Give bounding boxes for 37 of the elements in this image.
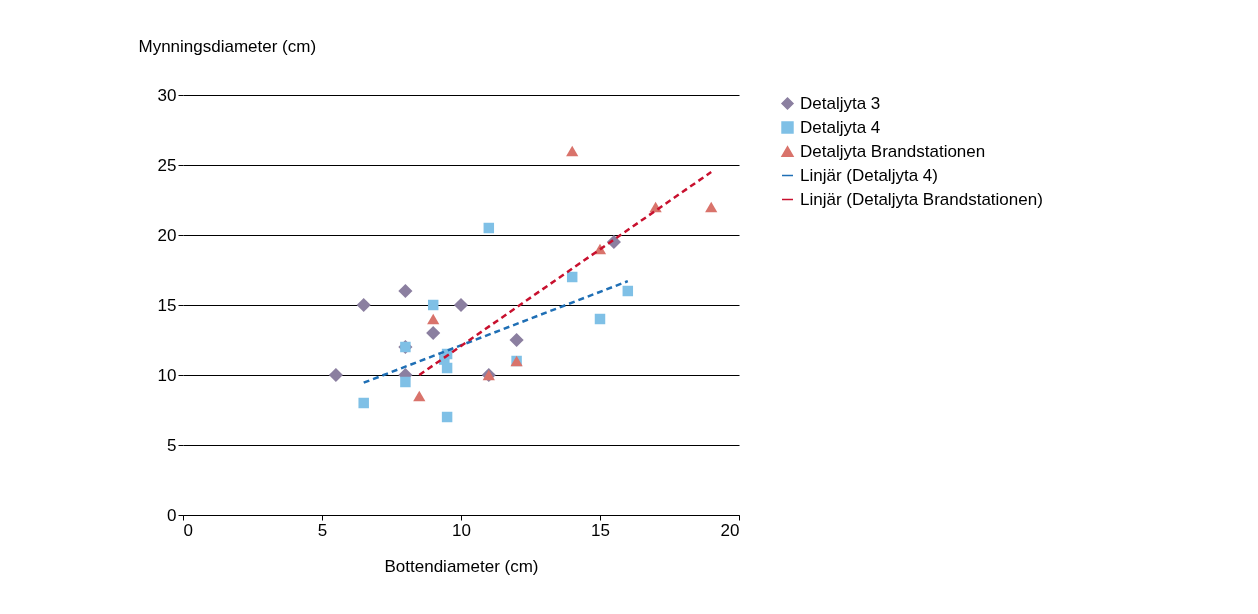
point — [594, 313, 606, 325]
y-tick-label: 20 — [157, 225, 177, 245]
point — [453, 297, 469, 313]
y-tick-label: 10 — [157, 365, 177, 385]
point — [566, 145, 579, 157]
y-tick-label: 0 — [167, 505, 177, 525]
legend-label: Linjär (Detaljyta 4) — [800, 165, 938, 185]
x-tick-label: 0 — [183, 520, 193, 540]
point — [483, 222, 495, 234]
point — [328, 367, 343, 383]
point — [400, 376, 411, 388]
x-axis-title: Bottendiameter (cm) — [384, 556, 539, 576]
point — [356, 297, 371, 313]
y-tick-label: 30 — [157, 85, 177, 105]
point — [441, 362, 453, 374]
y-tick-label: 25 — [157, 155, 177, 175]
legend-label: Linjär (Detaljyta Brandstationen) — [800, 189, 1043, 209]
point — [427, 299, 439, 311]
point — [705, 201, 718, 213]
y-tick-label: 15 — [157, 295, 177, 315]
point — [509, 332, 524, 348]
y-tick-label: 5 — [167, 435, 177, 455]
legend-label: Detaljyta 3 — [800, 93, 881, 113]
point — [426, 325, 441, 341]
x-tick-label: 15 — [591, 520, 610, 540]
point — [358, 397, 369, 409]
x-tick-label: 5 — [317, 520, 328, 540]
point — [441, 411, 453, 423]
point — [622, 285, 634, 297]
x-tick-label: 10 — [452, 520, 471, 540]
point — [427, 313, 440, 325]
legend-label: Detaljyta 4 — [800, 117, 881, 137]
legend-label: Detaljyta Brandstationen — [800, 141, 986, 161]
x-tick-label: 20 — [720, 520, 740, 540]
y-axis-title: Mynningsdiameter (cm) — [138, 36, 317, 56]
point — [413, 390, 426, 402]
point — [398, 283, 413, 299]
